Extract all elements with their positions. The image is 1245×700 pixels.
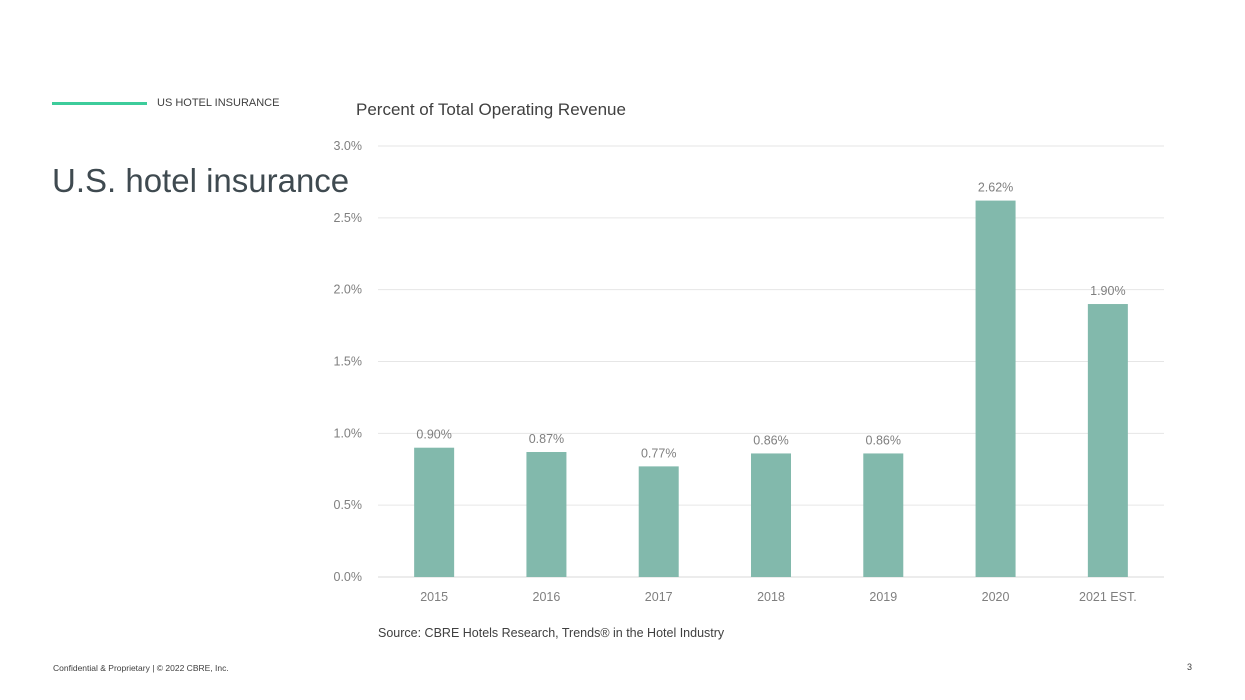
x-tick-label: 2020	[982, 590, 1010, 604]
data-label: 0.86%	[866, 433, 901, 447]
bar	[975, 200, 1016, 578]
y-tick-label: 0.0%	[334, 570, 363, 584]
data-label: 0.77%	[641, 446, 676, 460]
bar	[1087, 304, 1128, 577]
y-tick-label: 2.5%	[334, 211, 363, 225]
bar	[526, 452, 567, 577]
footer-confidential: Confidential & Proprietary | © 2022 CBRE…	[53, 663, 229, 673]
bar	[638, 466, 679, 577]
x-tick-label: 2018	[757, 590, 785, 604]
x-tick-label: 2021 EST.	[1079, 590, 1137, 604]
page-number: 3	[1187, 662, 1193, 672]
bar	[414, 447, 455, 577]
x-tick-label: 2015	[420, 590, 448, 604]
bar	[751, 453, 791, 577]
y-tick-label: 0.5%	[334, 498, 363, 512]
y-tick-label: 2.0%	[334, 283, 363, 297]
data-label: 2.62%	[978, 181, 1013, 195]
page-title: U.S. hotel insurance	[52, 162, 350, 199]
chart-title: Percent of Total Operating Revenue	[356, 100, 626, 119]
chart-source: Source: CBRE Hotels Research, Trends® in…	[378, 626, 725, 640]
data-label: 0.90%	[416, 428, 451, 442]
y-tick-label: 1.0%	[334, 426, 363, 440]
x-tick-label: 2019	[869, 590, 897, 604]
section-label: US HOTEL INSURANCE	[157, 97, 280, 109]
bar	[863, 453, 904, 577]
x-tick-label: 2016	[533, 590, 561, 604]
data-label: 0.86%	[753, 433, 788, 447]
accent-line	[52, 102, 147, 105]
y-tick-label: 3.0%	[334, 139, 363, 153]
y-tick-label: 1.5%	[334, 355, 363, 369]
x-tick-label: 2017	[645, 590, 673, 604]
data-label: 1.90%	[1090, 284, 1125, 298]
data-label: 0.87%	[529, 432, 564, 446]
